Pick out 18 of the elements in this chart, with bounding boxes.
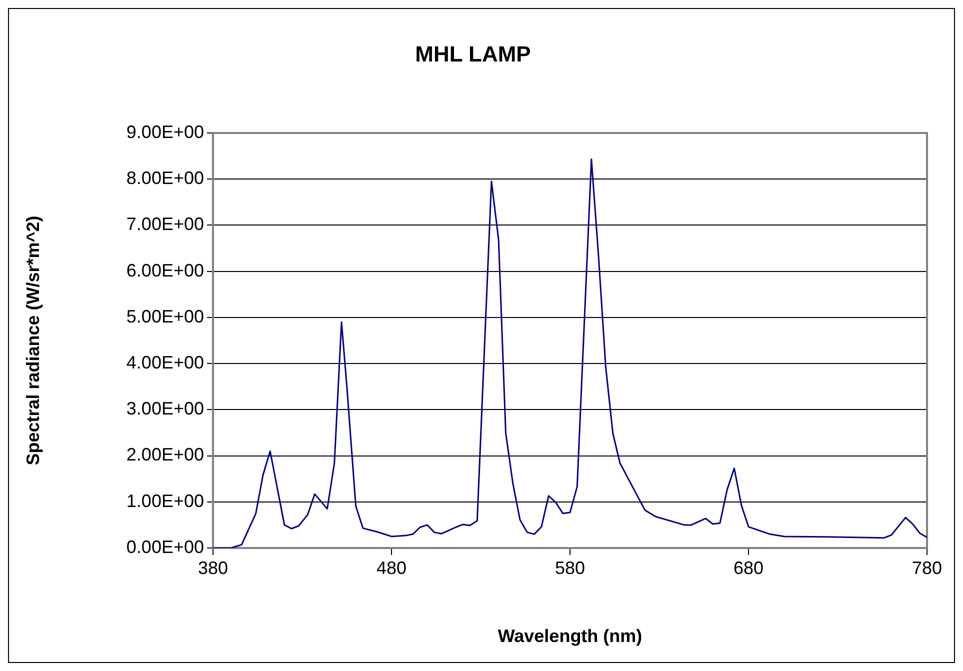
- x-tick-label: 480: [376, 558, 407, 578]
- x-tick-label: 380: [198, 558, 228, 578]
- y-tick-label: 4.00E+00: [126, 352, 204, 373]
- y-tick-label: 5.00E+00: [126, 306, 204, 326]
- x-tick-label: 780: [912, 558, 942, 578]
- y-tick-label: 6.00E+00: [126, 260, 204, 280]
- x-tick-label: 680: [733, 558, 764, 578]
- y-axis-title: Spectral radiance (W/sr*m^2): [22, 216, 43, 466]
- y-tick-label: 3.00E+00: [126, 398, 204, 419]
- y-tick-label: 8.00E+00: [126, 168, 204, 188]
- y-tick-label: 2.00E+00: [126, 444, 204, 465]
- y-tick-label: 0.00E+00: [126, 536, 204, 557]
- y-tick-label: 7.00E+00: [126, 214, 204, 234]
- x-axis-title: Wavelength (nm): [498, 626, 642, 646]
- y-tick-label: 9.00E+00: [126, 122, 204, 142]
- chart-title: MHL LAMP: [415, 41, 531, 66]
- y-tick-label: 1.00E+00: [126, 490, 204, 511]
- x-tick-label: 580: [554, 558, 586, 578]
